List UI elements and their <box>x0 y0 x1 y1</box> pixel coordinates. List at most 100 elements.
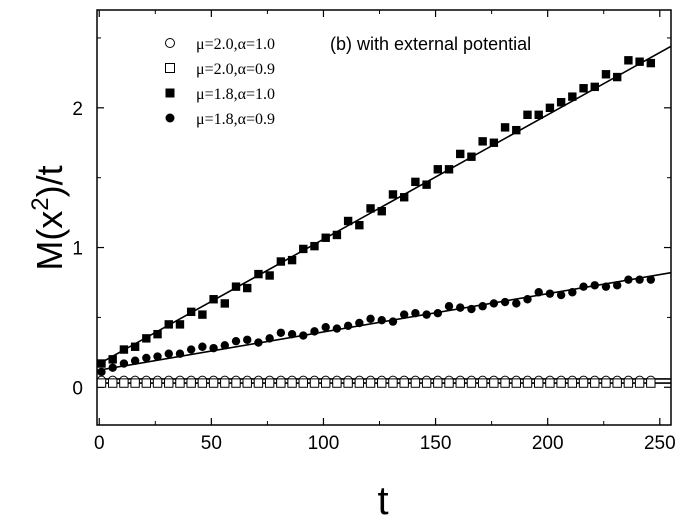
data-point <box>198 310 207 319</box>
data-point <box>624 56 633 65</box>
x-tick-label: 150 <box>420 433 452 454</box>
data-point <box>411 177 420 187</box>
data-point <box>444 378 454 388</box>
x-tick-label: 250 <box>644 433 676 454</box>
data-point <box>355 220 364 230</box>
data-point <box>220 299 230 308</box>
data-point <box>512 125 521 135</box>
data-point <box>186 378 196 388</box>
x-tick-label: 50 <box>201 433 222 454</box>
data-point <box>500 378 510 388</box>
y-axis-title-sup: 2 <box>27 197 54 210</box>
data-point <box>511 378 521 388</box>
data-point <box>332 230 342 240</box>
legend-label: μ=1.8,α=1.0 <box>196 86 275 103</box>
data-point <box>567 378 578 388</box>
data-point <box>253 378 264 388</box>
data-point <box>601 378 611 388</box>
data-point <box>489 138 499 147</box>
data-point <box>242 378 252 388</box>
data-point <box>590 378 600 388</box>
data-point <box>399 193 409 202</box>
data-point <box>231 282 241 291</box>
data-point <box>220 341 230 350</box>
data-point <box>153 329 162 339</box>
data-point <box>477 378 488 388</box>
data-point <box>612 72 622 82</box>
data-point <box>97 359 106 368</box>
data-point <box>377 378 387 388</box>
data-point <box>175 378 185 388</box>
data-point <box>354 378 365 388</box>
data-point <box>556 290 566 300</box>
data-point <box>399 378 409 388</box>
legend-marker <box>165 113 175 123</box>
data-point <box>545 289 555 298</box>
axis-ticks: 0 50 100 150 200 250 0 1 2 <box>72 10 676 454</box>
legend-marker <box>165 38 175 48</box>
data-point <box>209 295 218 304</box>
data-point <box>478 302 487 311</box>
data-point <box>107 378 118 388</box>
data-point <box>153 352 162 361</box>
data-point <box>208 378 219 388</box>
data-point <box>96 378 107 388</box>
data-point <box>612 378 622 388</box>
data-point <box>119 345 129 354</box>
data-point <box>377 316 386 325</box>
data-point <box>276 257 286 266</box>
data-point <box>220 378 230 388</box>
data-point <box>287 329 297 339</box>
data-point <box>456 303 465 312</box>
data-point <box>568 288 577 297</box>
data-point <box>623 378 634 388</box>
chart-annotation: (b) with external potential <box>330 34 531 54</box>
data-point <box>175 320 185 329</box>
data-point <box>332 324 342 333</box>
data-point <box>388 378 398 388</box>
data-point <box>197 378 208 388</box>
data-point <box>264 378 275 388</box>
data-point <box>635 57 644 66</box>
data-point <box>489 378 499 388</box>
data-point <box>365 378 376 388</box>
data-point <box>309 378 320 388</box>
data-point <box>534 288 543 297</box>
data-point <box>624 275 633 284</box>
data-point <box>590 82 599 92</box>
data-point <box>568 92 577 101</box>
data-point <box>455 378 465 388</box>
data-point <box>388 190 398 199</box>
data-point <box>265 271 274 280</box>
plot-frame <box>96 9 672 426</box>
data-point <box>433 309 443 318</box>
data-point <box>500 297 510 307</box>
data-point <box>467 152 476 161</box>
data-point <box>433 165 443 174</box>
data-point <box>545 378 555 388</box>
y-axis-title-main: M(x <box>29 211 70 271</box>
data-point <box>444 165 454 174</box>
data-point <box>489 299 499 308</box>
legend-label: μ=2.0,α=1.0 <box>196 36 275 53</box>
y-tick-label: 2 <box>72 99 83 120</box>
data-point <box>556 378 566 388</box>
data-point <box>142 353 151 363</box>
data-point <box>410 378 421 388</box>
data-point <box>646 58 656 68</box>
data-point <box>108 363 117 372</box>
data-point <box>343 378 353 388</box>
data-point <box>276 328 286 337</box>
data-point <box>332 378 342 388</box>
data-point <box>231 378 241 388</box>
data-point <box>231 336 241 346</box>
data-point <box>399 310 409 319</box>
x-tick-label: 0 <box>94 433 105 454</box>
x-axis-title: t <box>377 479 388 523</box>
data-point <box>466 378 477 388</box>
legend-label: μ=2.0,α=0.9 <box>196 61 275 78</box>
data-point <box>287 255 297 265</box>
data-point <box>579 282 588 291</box>
data-point <box>635 275 644 284</box>
